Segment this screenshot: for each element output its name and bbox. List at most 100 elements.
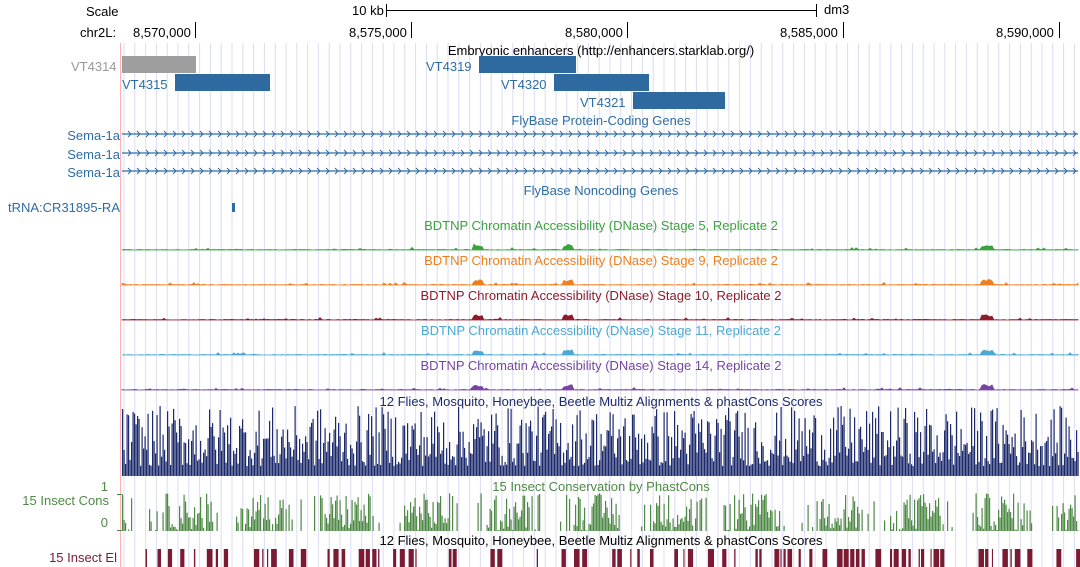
insect-cons-bar	[834, 518, 836, 531]
enhancer-label[interactable]: VT4319	[426, 59, 472, 74]
gene-chevron	[1018, 167, 1023, 175]
insect-cons-bar	[578, 497, 580, 531]
enhancer-feature[interactable]	[479, 56, 576, 73]
multiz-bar	[650, 460, 652, 476]
insect-cons-bar	[819, 519, 821, 531]
enhancer-label[interactable]: VT4321	[580, 95, 626, 110]
multiz-bar	[240, 428, 242, 476]
multiz-bar	[908, 463, 910, 476]
gene-chevron	[820, 167, 825, 175]
multiz-bar	[675, 446, 677, 476]
insect-cons-bar	[678, 524, 680, 531]
insect-cons-bar	[734, 495, 736, 531]
multiz-bar	[141, 427, 143, 476]
track-title-enhancers[interactable]: Embryonic enhancers (http://enhancers.st…	[447, 43, 755, 58]
multiz-bar	[825, 461, 827, 476]
gene-chevron	[874, 167, 879, 175]
side-label-insect-cons[interactable]: 15 Insect Cons	[22, 493, 109, 508]
track-title-dnase-stage10[interactable]: BDTNP Chromatin Accessibility (DNase) St…	[420, 288, 782, 303]
multiz-bar	[567, 442, 569, 476]
enhancer-label[interactable]: VT4320	[501, 77, 547, 92]
multiz-bar	[476, 427, 478, 476]
insect-cons-bar	[891, 529, 893, 531]
noncoding-gene-label[interactable]: tRNA:CR31895-RA	[8, 200, 120, 215]
track-title-dnase-stage9[interactable]: BDTNP Chromatin Accessibility (DNase) St…	[424, 253, 778, 268]
gene-label[interactable]: Sema-1a	[67, 147, 120, 162]
multiz-bar	[375, 407, 377, 476]
gene-chevron	[784, 167, 789, 175]
insect-cons-bar	[857, 506, 859, 531]
multiz-bar	[495, 413, 497, 476]
enhancer-label[interactable]: VT4314	[71, 59, 117, 74]
track-title-dnase-stage11[interactable]: BDTNP Chromatin Accessibility (DNase) St…	[420, 323, 782, 338]
gene-chevron	[973, 130, 978, 138]
insect-cons-bar	[728, 529, 730, 531]
insect-cons-bar	[998, 509, 1000, 531]
insect-cons-bar	[779, 511, 781, 531]
side-label-insect-el[interactable]: 15 Insect El	[49, 550, 117, 565]
insect-cons-bar	[363, 504, 365, 531]
gene-chevron	[514, 149, 519, 157]
insect-cons-bar	[251, 516, 253, 531]
gene-chevron	[244, 167, 249, 175]
enhancer-feature[interactable]	[122, 56, 196, 73]
multiz-bar	[831, 462, 833, 476]
gene-chevron	[262, 149, 267, 157]
insect-el-block	[774, 549, 780, 567]
gene-label[interactable]: Sema-1a	[67, 128, 120, 143]
gene-chevron	[631, 130, 636, 138]
multiz-bar	[224, 432, 226, 476]
multiz-bar	[783, 456, 785, 476]
gene-chevron	[694, 149, 699, 157]
insect-cons-bar	[981, 508, 983, 531]
multiz-bar	[330, 456, 332, 476]
multiz-bar	[332, 442, 334, 476]
multiz-bar	[588, 457, 590, 476]
track-title-insect-cons[interactable]: 15 Insect Conservation by PhastCons	[492, 479, 710, 494]
gene-chevron	[1009, 149, 1014, 157]
gene-label[interactable]: Sema-1a	[67, 165, 120, 180]
multiz-bar	[648, 459, 650, 476]
multiz-bar	[194, 454, 196, 476]
enhancer-feature[interactable]	[175, 74, 270, 91]
insect-cons-bar	[512, 529, 514, 531]
multiz-bar	[728, 407, 730, 476]
track-title-dnase-stage5[interactable]: BDTNP Chromatin Accessibility (DNase) St…	[424, 218, 778, 233]
insect-cons-bar	[123, 520, 125, 531]
insect-cons-bar	[404, 505, 406, 531]
insect-el-block	[893, 549, 899, 567]
gene-chevron	[253, 167, 258, 175]
multiz-bar	[822, 459, 824, 476]
track-title-multiz[interactable]: 12 Flies, Mosquito, Honeybee, Beetle Mul…	[379, 394, 823, 409]
track-title-dnase-stage14[interactable]: BDTNP Chromatin Accessibility (DNase) St…	[420, 358, 782, 373]
multiz-bar	[1007, 434, 1009, 476]
multiz-bar	[875, 418, 877, 476]
multiz-bar	[674, 411, 676, 476]
insect-cons-bar	[128, 529, 130, 531]
multiz-bar	[750, 464, 752, 476]
insect-el-block	[783, 549, 786, 567]
multiz-bar	[813, 415, 815, 476]
track-title-protein-genes[interactable]: FlyBase Protein-Coding Genes	[511, 113, 691, 128]
gene-chevron	[766, 149, 771, 157]
multiz-bar	[683, 438, 685, 476]
enhancer-label[interactable]: VT4315	[122, 77, 168, 92]
multiz-bar	[641, 438, 643, 476]
track-title-noncoding-genes[interactable]: FlyBase Noncoding Genes	[523, 183, 679, 198]
multiz-bar	[860, 426, 862, 476]
insect-cons-bar	[831, 523, 833, 531]
enhancer-feature[interactable]	[554, 74, 649, 91]
insect-cons-bar	[279, 500, 281, 531]
multiz-bar	[204, 449, 206, 476]
multiz-bar	[374, 465, 376, 476]
insect-cons-bar	[993, 521, 995, 531]
insect-cons-bar	[980, 526, 982, 531]
gene-chevron	[163, 167, 168, 175]
enhancer-feature[interactable]	[633, 92, 725, 109]
gene-chevron	[586, 149, 591, 157]
track-title-insect-el[interactable]: 12 Flies, Mosquito, Honeybee, Beetle Mul…	[379, 533, 823, 548]
multiz-bar	[1056, 442, 1058, 476]
gene-chevron	[217, 167, 222, 175]
insect-cons-bar	[411, 512, 413, 531]
